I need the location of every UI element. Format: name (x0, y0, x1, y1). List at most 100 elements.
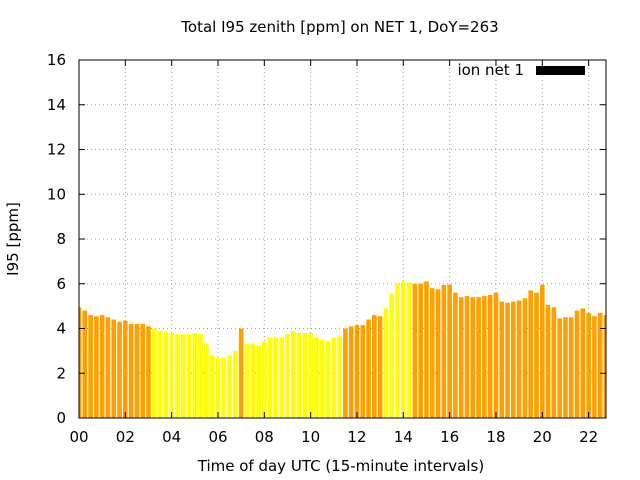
bar (180, 334, 186, 418)
bar (458, 297, 464, 418)
bar (285, 334, 290, 418)
bar (435, 289, 441, 418)
y-tick-label: 8 (56, 230, 66, 248)
bar (372, 315, 377, 418)
bar (244, 344, 250, 418)
bar (389, 293, 395, 418)
bar (476, 297, 481, 418)
bar (424, 281, 429, 418)
bar (522, 298, 528, 418)
bar (557, 318, 562, 418)
bar (308, 332, 313, 418)
bar (482, 296, 487, 418)
bars (79, 281, 606, 419)
legend: ion net 1 (457, 61, 585, 79)
x-tick-label: 06 (208, 428, 227, 446)
bar (94, 316, 99, 418)
bar (140, 324, 146, 418)
x-tick-label: 08 (255, 428, 274, 446)
bar (511, 301, 516, 418)
bar (597, 312, 603, 418)
bar (470, 297, 476, 418)
bar (539, 284, 545, 418)
x-tick-label: 14 (394, 428, 413, 446)
x-tick-label: 22 (579, 428, 598, 446)
bar (499, 301, 505, 418)
bar (377, 316, 383, 418)
legend-swatch (536, 66, 585, 75)
bar (360, 325, 366, 418)
bar (464, 296, 470, 418)
bar (325, 340, 331, 418)
y-tick-label: 4 (56, 320, 66, 338)
bar (146, 326, 151, 418)
bar (383, 308, 389, 418)
bar (204, 344, 209, 418)
bar (105, 317, 111, 418)
bar (238, 328, 244, 418)
bar (516, 300, 522, 418)
bar (256, 345, 261, 418)
x-tick-label: 12 (347, 428, 366, 446)
bar (111, 319, 117, 418)
y-tick-label: 2 (56, 364, 66, 382)
bar (418, 283, 423, 418)
bar (395, 283, 400, 418)
bar (157, 330, 163, 418)
bar (290, 330, 296, 418)
bar (505, 302, 510, 418)
bar (163, 331, 169, 418)
bar (574, 310, 580, 418)
bar (406, 282, 412, 418)
y-tick-label: 14 (47, 96, 66, 114)
bar (343, 328, 348, 418)
bar (186, 334, 192, 418)
bar (250, 344, 256, 418)
x-tick-label: 16 (440, 428, 459, 446)
y-tick-label: 0 (56, 409, 66, 427)
bar (400, 281, 406, 418)
bar (563, 317, 568, 418)
bar (82, 310, 88, 418)
x-tick-label: 02 (116, 428, 135, 446)
bar (233, 350, 238, 419)
bar (151, 328, 157, 418)
bar (441, 284, 447, 418)
bar (545, 305, 551, 418)
bar (580, 308, 586, 418)
bar (366, 319, 371, 418)
bar (128, 324, 134, 418)
bar (192, 332, 198, 418)
bar (279, 337, 285, 418)
bar (262, 341, 267, 418)
chart-title: Total I95 zenith [ppm] on NET 1, DoY=263 (180, 18, 498, 36)
bar (412, 283, 418, 418)
bar (117, 321, 122, 418)
bar (79, 307, 82, 418)
bar (215, 357, 221, 418)
bar (221, 357, 227, 418)
bar (592, 316, 597, 418)
bar (273, 337, 279, 418)
bar (354, 325, 360, 418)
y-tick-label: 6 (56, 275, 66, 293)
bar (319, 339, 325, 418)
bar (175, 334, 180, 418)
bar (337, 336, 342, 418)
bar (99, 315, 105, 418)
x-axis-label: Time of day UTC (15-minute intervals) (197, 457, 484, 475)
bar (267, 337, 273, 418)
bar (487, 294, 493, 418)
bar (314, 337, 319, 418)
y-tick-label: 16 (47, 51, 66, 69)
bar (528, 290, 534, 418)
bar (123, 320, 128, 418)
bar (134, 324, 140, 418)
bar (348, 326, 354, 418)
x-tick-label: 20 (533, 428, 552, 446)
x-tick-label: 04 (162, 428, 181, 446)
bar (429, 288, 435, 418)
y-tick-label: 12 (47, 141, 66, 159)
bar (88, 315, 93, 418)
